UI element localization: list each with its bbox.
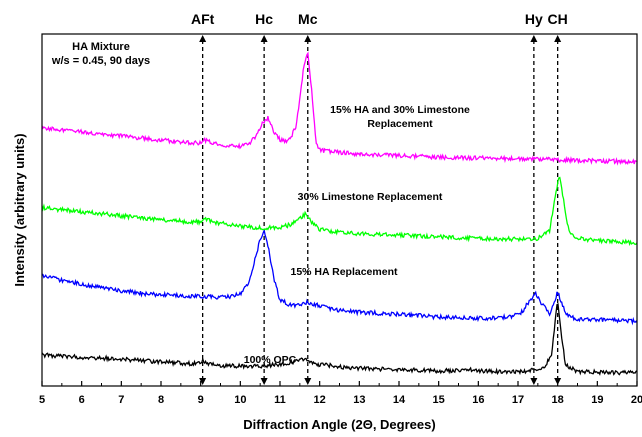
arrow-up-icon [554,35,562,42]
x-tick-label: 16 [472,394,484,406]
series-layer [41,51,638,376]
series-line [41,228,638,326]
x-tick-label: 20 [631,394,642,406]
inset-text: HA Mixture [72,41,130,53]
inset-text: w/s = 0.45, 90 days [51,55,150,67]
arrow-down-icon [260,378,268,385]
x-tick-label: 6 [79,394,85,406]
reference-label: AFt [191,11,215,27]
x-tick-label: 12 [314,394,326,406]
series-line [41,51,638,166]
series-line [41,176,638,247]
x-tick-label: 15 [433,394,445,406]
arrow-up-icon [530,35,538,42]
arrow-up-icon [304,35,312,42]
plot-frame [41,33,638,387]
series-label: 100% OPC [244,354,297,366]
reference-label: Hy [525,11,543,27]
series-label: 15% HA and 30% Limestone [330,104,470,116]
x-tick-label: 14 [393,394,406,406]
reference-label: CH [548,11,568,27]
x-tick-label: 5 [39,394,45,406]
arrow-up-icon [199,35,207,42]
reference-label: Hc [255,11,273,27]
x-tick-label: 18 [552,394,564,406]
x-tick-label: 8 [158,394,164,406]
series-line [41,303,638,376]
x-tick-label: 9 [198,394,204,406]
series-label: 15% HA Replacement [291,266,398,278]
arrow-down-icon [530,378,538,385]
x-axis-label: Diffraction Angle (2Θ, Degrees) [243,417,435,432]
x-tick-label: 13 [353,394,365,406]
series-labels: 100% OPC 15% HA Replacement 30% Limestone … [244,104,470,366]
x-tick-label: 19 [591,394,603,406]
arrow-down-icon [304,378,312,385]
x-tick-label: 17 [512,394,524,406]
series-label: 30% Limestone Replacement [298,191,443,203]
series-label: Replacement [367,118,433,130]
y-axis-label: Intensity (arbitrary units) [12,133,27,286]
x-axis-ticks: 5 6 7 8 9 10 11 12 13 14 15 16 17 18 19 20 [39,381,642,406]
x-tick-label: 11 [274,394,286,406]
arrow-down-icon [199,378,207,385]
x-tick-label: 7 [118,394,124,406]
inset-annotation: HA Mixture w/s = 0.45, 90 days [51,41,150,67]
arrow-up-icon [260,35,268,42]
reference-lines: AFt Hc Mc Hy CH [191,11,568,385]
reference-label: Mc [298,11,318,27]
x-tick-label: 10 [234,394,246,406]
